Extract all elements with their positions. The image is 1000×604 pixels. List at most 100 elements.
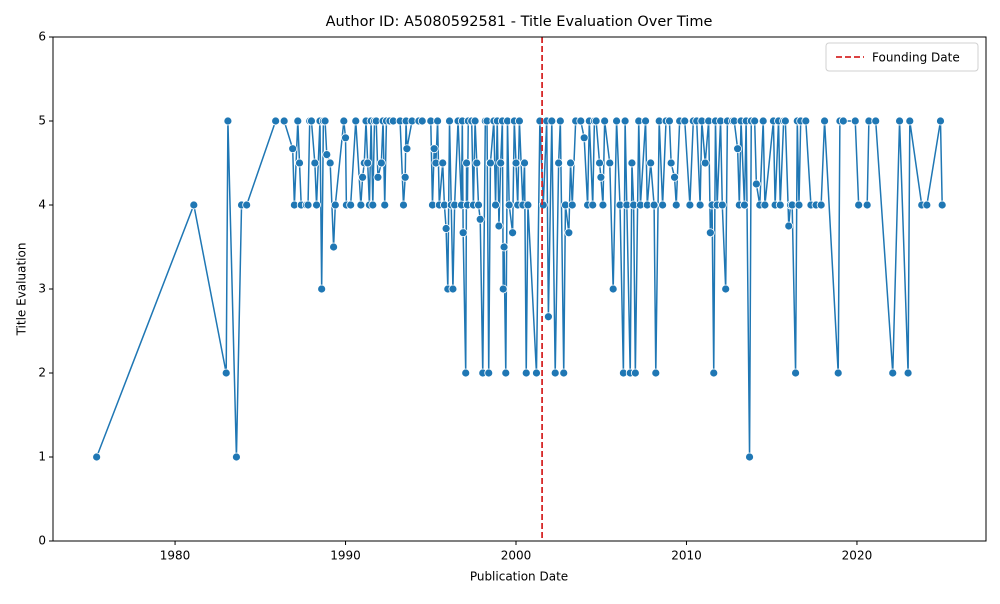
data-point [595, 158, 604, 168]
data-point [658, 200, 668, 210]
data-point [666, 158, 676, 168]
data-point [508, 228, 517, 238]
data-point [351, 116, 361, 126]
data-point [576, 116, 586, 126]
data-point [461, 368, 471, 378]
data-point [448, 284, 458, 294]
data-point [295, 158, 304, 168]
data-point [937, 200, 947, 210]
data-point [833, 368, 843, 378]
data-point [709, 368, 719, 378]
data-point [936, 116, 945, 126]
data-point [320, 116, 330, 126]
data-point [922, 200, 932, 210]
data-point [670, 172, 679, 182]
plot-frame [52, 36, 987, 542]
data-point [775, 200, 785, 210]
x-tick-label: 2000 [501, 549, 532, 563]
data-point [329, 242, 338, 252]
data-point [820, 116, 829, 126]
data-point [310, 158, 320, 168]
data-point [417, 116, 427, 126]
data-point [475, 214, 485, 224]
y-tick-label: 4 [38, 198, 46, 212]
data-point [791, 368, 800, 378]
data-point [854, 200, 864, 210]
data-point [376, 158, 386, 168]
data-point [649, 200, 659, 210]
x-tick-label: 1990 [330, 549, 361, 563]
data-point [543, 312, 553, 322]
x-axis-label: Publication Date [470, 570, 568, 584]
data-point [484, 368, 494, 378]
data-point [441, 224, 451, 233]
data-point [871, 116, 881, 126]
data-point [862, 200, 872, 210]
data-point [307, 116, 316, 126]
data-point [588, 200, 598, 210]
data-point [462, 158, 471, 168]
data-point [429, 144, 439, 154]
data-point [705, 228, 715, 238]
data-point [330, 200, 340, 210]
data-point [671, 200, 681, 210]
data-point [515, 116, 524, 126]
data-point [325, 158, 335, 168]
data-point [566, 158, 575, 168]
data-point [700, 158, 710, 168]
data-point [600, 116, 610, 126]
data-point [341, 133, 350, 143]
data-point [596, 172, 606, 182]
data-point [888, 368, 898, 378]
data-point [474, 200, 483, 210]
data-point [905, 116, 915, 126]
data-point [521, 368, 531, 378]
x-tick-label: 2020 [842, 549, 873, 563]
data-point [559, 368, 569, 378]
chart-title: Author ID: A5080592581 - Title Evaluatio… [326, 14, 713, 30]
data-point [470, 116, 480, 126]
data-point [758, 116, 768, 126]
data-point [895, 116, 904, 126]
data-point [665, 116, 674, 126]
data-point [750, 116, 760, 126]
data-point [651, 368, 661, 378]
y-tick-label: 2 [38, 366, 46, 380]
data-point [356, 200, 366, 210]
data-point [903, 368, 913, 378]
data-point [433, 116, 442, 126]
data-point [189, 200, 199, 210]
data-point [279, 116, 289, 126]
data-point [494, 221, 504, 231]
data-point [816, 200, 826, 210]
data-point [591, 116, 601, 126]
data-point [520, 158, 529, 168]
data-point [579, 133, 589, 143]
data-point [373, 172, 383, 182]
data-point [339, 116, 349, 126]
data-point [242, 200, 252, 210]
data-point [445, 116, 454, 126]
data-point [223, 116, 233, 126]
data-point [312, 200, 321, 210]
data-point [303, 200, 313, 210]
data-point [685, 200, 695, 210]
data-point [695, 200, 705, 210]
data-point [293, 116, 303, 126]
data-point [496, 158, 506, 168]
y-tick-label: 6 [38, 30, 46, 44]
data-point [838, 116, 848, 126]
data-point [402, 144, 412, 154]
data-point [794, 200, 804, 210]
legend-label: Founding Date [872, 51, 960, 65]
data-point [784, 221, 794, 231]
data-point [221, 368, 231, 378]
data-point [641, 116, 650, 126]
x-tick-label: 2010 [671, 549, 702, 563]
data-point [499, 242, 509, 252]
data-point [745, 452, 754, 462]
data-point [780, 116, 790, 126]
data-point [555, 116, 565, 126]
